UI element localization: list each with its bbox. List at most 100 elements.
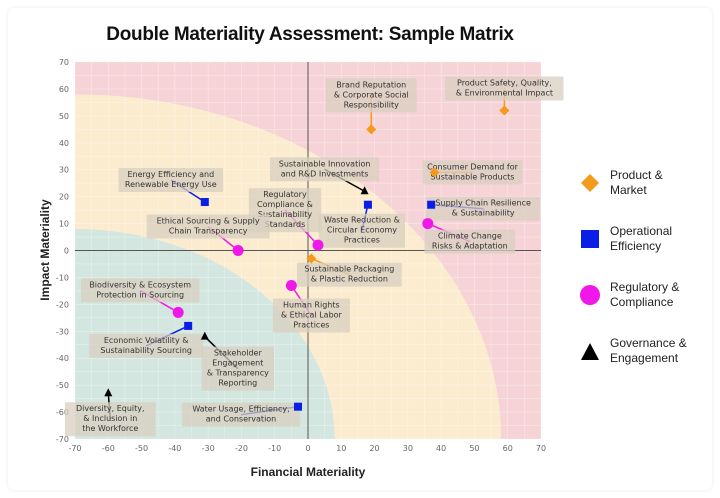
svg-text:Energy Efficiency and: Energy Efficiency and bbox=[127, 170, 214, 179]
svg-text:& Plastic Reduction: & Plastic Reduction bbox=[311, 275, 388, 284]
y-tick: -70 bbox=[56, 435, 69, 444]
x-tick: 40 bbox=[436, 444, 446, 453]
svg-text:Standards: Standards bbox=[265, 220, 306, 229]
svg-text:Compliance &: Compliance & bbox=[257, 200, 313, 209]
svg-text:& Inclusion in: & Inclusion in bbox=[83, 414, 137, 423]
svg-text:& Ethical Labor: & Ethical Labor bbox=[281, 311, 343, 320]
svg-text:Ethical Sourcing & Supply: Ethical Sourcing & Supply bbox=[157, 217, 260, 226]
svg-text:Diversity, Equity,: Diversity, Equity, bbox=[76, 404, 145, 413]
svg-text:Sustainable Innovation: Sustainable Innovation bbox=[279, 159, 371, 168]
point-label: Economic Volatility &Sustainability Sour… bbox=[89, 333, 204, 358]
triangle-marker bbox=[200, 331, 209, 340]
y-tick: 30 bbox=[59, 166, 69, 175]
x-tick: -20 bbox=[235, 444, 248, 453]
svg-text:Protection in Sourcing: Protection in Sourcing bbox=[96, 290, 184, 299]
legend-item: Governance & Engagement bbox=[570, 323, 710, 379]
svg-text:Engagement: Engagement bbox=[212, 359, 263, 368]
svg-text:& Sustainability: & Sustainability bbox=[452, 209, 515, 218]
x-tick: -70 bbox=[68, 444, 81, 453]
x-tick: -50 bbox=[135, 444, 148, 453]
svg-text:Sustainability: Sustainability bbox=[258, 210, 312, 219]
svg-text:Renewable Energy Use: Renewable Energy Use bbox=[125, 180, 217, 189]
legend-label: Governance & Engagement bbox=[610, 336, 687, 365]
point-labels: Brand Reputation& Corporate SocialRespon… bbox=[64, 76, 564, 437]
x-tick: 0 bbox=[305, 444, 310, 453]
svg-text:and R&D Investments: and R&D Investments bbox=[281, 169, 369, 178]
triangle-marker bbox=[360, 186, 369, 195]
svg-text:Economic Volatility &: Economic Volatility & bbox=[104, 336, 189, 345]
x-tick: -30 bbox=[202, 444, 215, 453]
y-tick: 50 bbox=[59, 112, 69, 121]
x-tick: -60 bbox=[102, 444, 115, 453]
x-tick: 20 bbox=[369, 444, 379, 453]
chart-title: Double Materiality Assessment: Sample Ma… bbox=[106, 24, 514, 45]
svg-text:Consumer Demand for: Consumer Demand for bbox=[427, 162, 519, 171]
square-marker bbox=[184, 321, 193, 330]
legend-item: Regulatory & Compliance bbox=[570, 267, 710, 323]
circle-marker bbox=[232, 245, 244, 256]
svg-text:Water Usage, Efficiency,: Water Usage, Efficiency, bbox=[192, 405, 289, 414]
y-tick: 20 bbox=[59, 193, 69, 202]
square-marker bbox=[294, 402, 303, 411]
svg-text:Circular Economy: Circular Economy bbox=[327, 226, 397, 235]
circle-marker bbox=[312, 239, 324, 251]
x-tick: 50 bbox=[469, 444, 479, 453]
svg-text:Practices: Practices bbox=[344, 236, 380, 245]
y-tick: -10 bbox=[56, 273, 69, 282]
svg-text:Sustainable Products: Sustainable Products bbox=[431, 172, 515, 181]
svg-text:Supply Chain Resilience: Supply Chain Resilience bbox=[435, 199, 531, 208]
square-marker bbox=[427, 200, 436, 209]
x-tick: 70 bbox=[536, 444, 546, 453]
diamond-marker bbox=[499, 105, 510, 116]
svg-text:and Conservation: and Conservation bbox=[206, 415, 276, 424]
x-tick: 30 bbox=[403, 444, 413, 453]
legend-item: Product & Market bbox=[570, 155, 710, 211]
legend: Product & Market Operational Efficiency Re… bbox=[570, 155, 710, 379]
y-tick: -60 bbox=[56, 408, 69, 417]
circle-marker bbox=[285, 280, 297, 292]
y-tick: -30 bbox=[56, 327, 69, 336]
svg-text:Waste Reduction &: Waste Reduction & bbox=[324, 216, 400, 225]
diamond-icon bbox=[570, 172, 610, 194]
y-tick: -40 bbox=[56, 354, 69, 363]
svg-text:Practices: Practices bbox=[293, 321, 329, 330]
point-label: Supply Chain Resilience& Sustainability bbox=[426, 196, 541, 221]
x-tick: 10 bbox=[336, 444, 346, 453]
square-icon bbox=[570, 228, 610, 250]
svg-text:Reporting: Reporting bbox=[218, 379, 257, 388]
triangle-marker bbox=[104, 388, 113, 397]
circle-marker bbox=[422, 218, 434, 230]
y-tick: 10 bbox=[59, 220, 69, 229]
x-tick: -40 bbox=[168, 444, 181, 453]
y-tick: 70 bbox=[59, 58, 69, 67]
point-label: Brand Reputation& Corporate SocialRespon… bbox=[325, 78, 417, 113]
svg-text:Chain Transparency: Chain Transparency bbox=[169, 227, 248, 236]
y-tick: 60 bbox=[59, 85, 69, 94]
legend-label: Product & Market bbox=[610, 168, 663, 197]
point-label: Product Safety, Quality,& Environmental … bbox=[445, 76, 564, 101]
svg-text:Responsibility: Responsibility bbox=[344, 100, 400, 109]
svg-text:Climate Change: Climate Change bbox=[438, 232, 502, 241]
svg-text:Sustainable Packaging: Sustainable Packaging bbox=[304, 265, 394, 274]
point-label: Sustainable Packaging& Plastic Reduction bbox=[297, 262, 402, 287]
x-tick: 60 bbox=[503, 444, 513, 453]
circle-marker bbox=[172, 306, 184, 318]
svg-text:the Workforce: the Workforce bbox=[82, 424, 138, 433]
y-tick: 40 bbox=[59, 139, 69, 148]
diamond-marker bbox=[366, 124, 377, 135]
data-points bbox=[104, 105, 510, 411]
x-tick: -10 bbox=[268, 444, 281, 453]
svg-text:Regulatory: Regulatory bbox=[263, 190, 307, 199]
svg-text:& Transparency: & Transparency bbox=[207, 369, 269, 378]
square-marker bbox=[363, 200, 372, 209]
point-label: Waste Reduction &Circular EconomyPractic… bbox=[318, 213, 406, 248]
triangle-icon bbox=[570, 340, 610, 362]
